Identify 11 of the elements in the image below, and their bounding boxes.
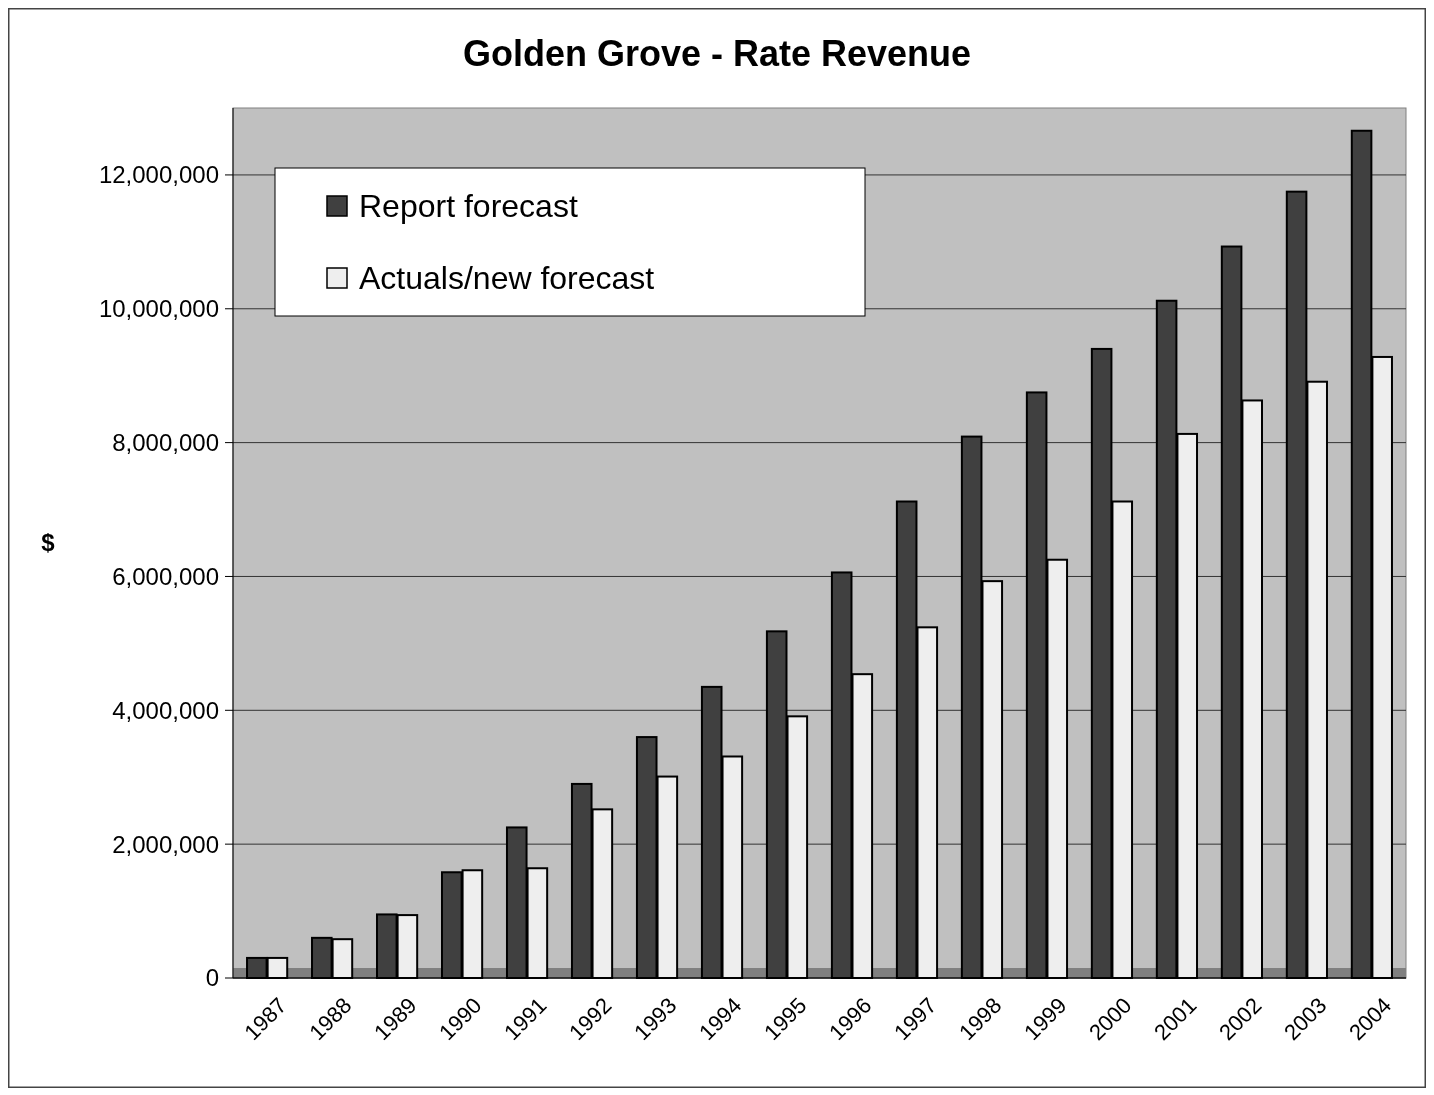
legend-label: Actuals/new forecast bbox=[359, 260, 655, 297]
chart-title: Golden Grove - Rate Revenue bbox=[462, 33, 972, 74]
y-tick-label: 2,000,000 bbox=[112, 830, 219, 858]
y-tick-label: 12,000,000 bbox=[98, 161, 219, 189]
y-tick-label: 6,000,000 bbox=[112, 562, 219, 590]
y-tick-label: 10,000,000 bbox=[98, 295, 219, 323]
y-tick-label: 8,000,000 bbox=[112, 429, 219, 457]
y-axis-title: $ bbox=[41, 529, 56, 557]
legend-label: Report forecast bbox=[359, 188, 578, 225]
y-tick-label: 0 bbox=[205, 964, 219, 992]
y-tick-label: 4,000,000 bbox=[112, 696, 219, 724]
